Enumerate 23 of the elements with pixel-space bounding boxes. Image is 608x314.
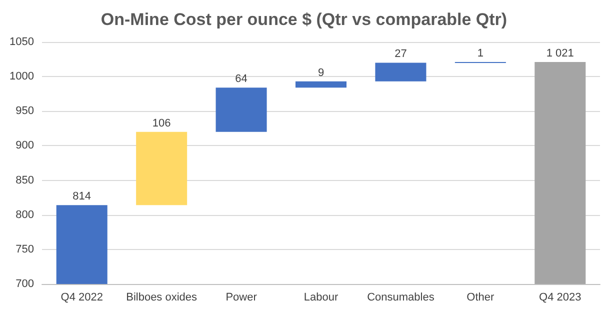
y-tick-label: 1000: [10, 70, 34, 83]
data-label: 9: [318, 66, 324, 79]
x-tick-label: Q4 2022: [60, 292, 103, 304]
chart-title: On-Mine Cost per ounce $ (Qtr vs comparable Qtr): [100, 10, 508, 29]
x-tick-label: Other: [466, 292, 495, 304]
x-tick-label: Power: [226, 292, 258, 304]
x-tick-label: Q4 2023: [539, 292, 582, 304]
data-label: 1 021: [546, 48, 574, 60]
data-label: 27: [394, 48, 407, 60]
x-tick-label: Bilboes oxides: [126, 292, 198, 304]
y-tick-label: 750: [16, 243, 34, 256]
y-tick-label: 800: [16, 208, 34, 221]
y-tick-label: 700: [16, 278, 34, 290]
data-label: 64: [235, 73, 248, 86]
data-label: 1: [477, 48, 484, 60]
y-tick-label: 1050: [10, 36, 34, 48]
data-label: 106: [152, 117, 171, 130]
x-tick-label: Labour: [304, 292, 338, 304]
x-tick-label: Consumables: [367, 292, 435, 304]
y-tick-label: 900: [16, 140, 34, 152]
y-tick-label: 950: [16, 105, 34, 118]
y-tick-label: 850: [16, 174, 34, 186]
data-label: 814: [72, 190, 92, 203]
